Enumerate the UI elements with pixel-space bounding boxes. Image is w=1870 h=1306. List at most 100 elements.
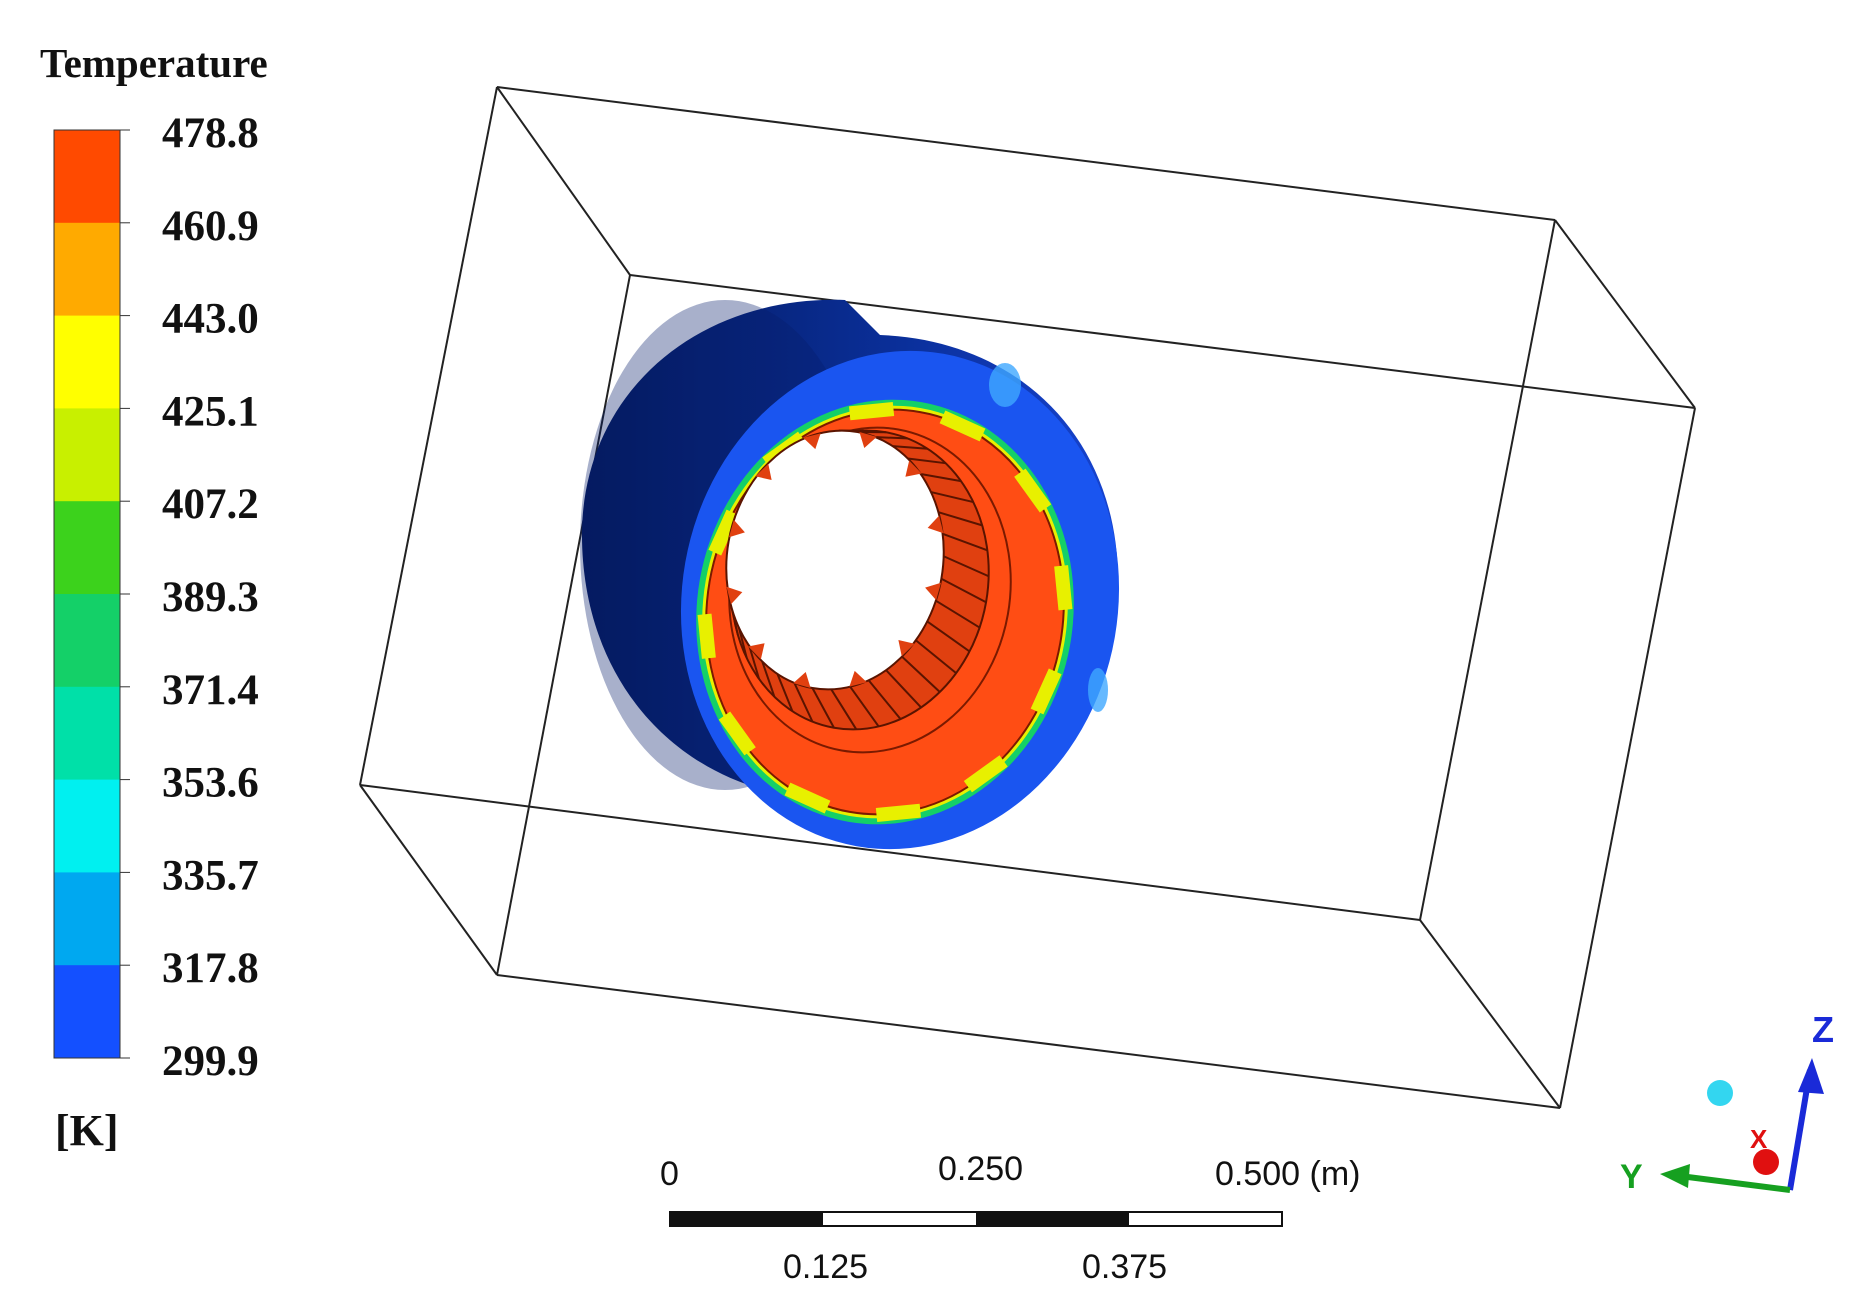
stator-notch (875, 803, 922, 822)
stator-slot-line (938, 511, 983, 527)
scale-bar: 0 0.250 0.500 (m) 0.125 0.375 (660, 1150, 1361, 1286)
bore-tooth (905, 460, 922, 477)
scale-label-0500: 0.500 (m) (1215, 1155, 1361, 1193)
box-edge (496, 86, 1556, 221)
stator-notch (1054, 565, 1073, 611)
stator-slot-line (920, 472, 962, 483)
legend-tick-label: 299.9 (162, 1038, 259, 1085)
stator-notch (1030, 668, 1062, 715)
stator-notch (718, 711, 756, 756)
box-edge (359, 784, 498, 976)
triad-reference-sphere (1707, 1080, 1733, 1106)
stator-slot-line (776, 673, 794, 712)
box-edge (1419, 219, 1556, 921)
z-axis-label: Z (1812, 1009, 1834, 1050)
housing-warm-spot (1088, 668, 1108, 712)
legend-tick-label: 371.4 (162, 667, 259, 714)
legend-band (54, 501, 120, 595)
scale-label-0250: 0.250 (938, 1150, 1023, 1188)
box-edge (1559, 407, 1696, 1109)
stator-slot-line (793, 682, 814, 723)
stator-slot-line (926, 620, 971, 653)
legend-tick-label: 443.0 (162, 296, 259, 343)
scale-label-0375: 0.375 (1082, 1248, 1167, 1286)
axis-triad: Z Y X (1620, 1009, 1834, 1196)
stator-slot-line (885, 669, 922, 709)
legend-tick-label: 389.3 (162, 574, 259, 621)
scale-label-0125: 0.125 (783, 1248, 868, 1286)
bore-tooth (925, 582, 942, 601)
bore-tooth (927, 515, 944, 534)
stator-slot-line (892, 445, 928, 450)
legend-band (54, 686, 120, 781)
stator-slot-line (935, 599, 981, 629)
legend-band (54, 408, 120, 502)
bore-tooth (793, 672, 811, 688)
y-axis-label: Y (1620, 1158, 1643, 1196)
stator-slot-line (940, 577, 987, 604)
legend-band (54, 965, 120, 1059)
bore-tooth (748, 643, 765, 660)
housing-warm-spot (989, 363, 1021, 407)
stator-slot-line (830, 688, 858, 730)
temperature-legend: Temperature 478.8 460.9 443.0 425.1 407.2 389… (40, 40, 268, 1155)
legend-unit: [K] (55, 1106, 119, 1155)
stator-slot-line (849, 686, 880, 727)
scale-segment-dark (976, 1212, 1129, 1226)
stator-slot-line (738, 627, 748, 659)
stator-slot-line (748, 645, 760, 680)
stator-slot-line (907, 457, 946, 465)
box-edge (629, 274, 1696, 409)
rotor-bore (725, 429, 945, 691)
legend-band (54, 779, 120, 873)
stator-slot-line (761, 661, 776, 698)
stator-slot-line (901, 655, 941, 693)
legend-band (54, 594, 120, 688)
legend-tick-label: 335.7 (162, 852, 259, 899)
legend-tick-label: 353.6 (162, 760, 259, 807)
legend-color-bar (53, 129, 121, 1059)
legend-band (54, 130, 120, 224)
legend-tick-label: 407.2 (162, 481, 259, 528)
stator-slot-line (943, 555, 990, 578)
stator-notch (784, 782, 831, 814)
legend-tick-label: 460.9 (162, 203, 259, 250)
z-axis-arrow (1798, 1058, 1824, 1094)
box-edge (1419, 919, 1561, 1109)
stator-notch (697, 613, 716, 659)
x-axis-point (1753, 1149, 1779, 1175)
legend-tick-label: 317.8 (162, 945, 259, 992)
bore-tooth (859, 432, 877, 448)
bore-tooth (803, 433, 821, 450)
stator-slot-line (875, 436, 908, 440)
stator-notch (708, 509, 740, 556)
x-axis-label: X (1750, 1124, 1768, 1154)
stator-slot-line (930, 491, 974, 504)
scale-segment-dark (670, 1212, 823, 1226)
stator-notch (963, 755, 1008, 793)
stator-notch (1014, 468, 1052, 513)
legend-tick-labels: 478.8 460.9 443.0 425.1 407.2 389.3 371.4 353.6… (120, 110, 259, 1085)
box-edge (496, 974, 1561, 1109)
stator-slot-line (867, 679, 902, 720)
legend-band (54, 315, 120, 409)
box-edge (1554, 219, 1696, 409)
motor-model (580, 299, 1120, 850)
legend-band (54, 222, 120, 317)
stator-slot-line (915, 639, 957, 674)
stator-slot-line (942, 532, 988, 552)
legend-tick-label: 425.1 (162, 388, 259, 435)
bore-tooth (728, 519, 745, 538)
bore-tooth (726, 586, 743, 605)
scale-label-0: 0 (660, 1155, 679, 1193)
y-axis-arrow (1660, 1164, 1690, 1188)
bore-teeth (726, 432, 944, 688)
legend-tick-label: 478.8 (162, 110, 259, 157)
y-axis-line (1679, 1173, 1791, 1193)
box-edge (359, 86, 498, 786)
bore-tooth (898, 639, 915, 657)
box-edge (496, 86, 631, 276)
legend-title: Temperature (40, 40, 268, 86)
legend-band (54, 872, 120, 966)
